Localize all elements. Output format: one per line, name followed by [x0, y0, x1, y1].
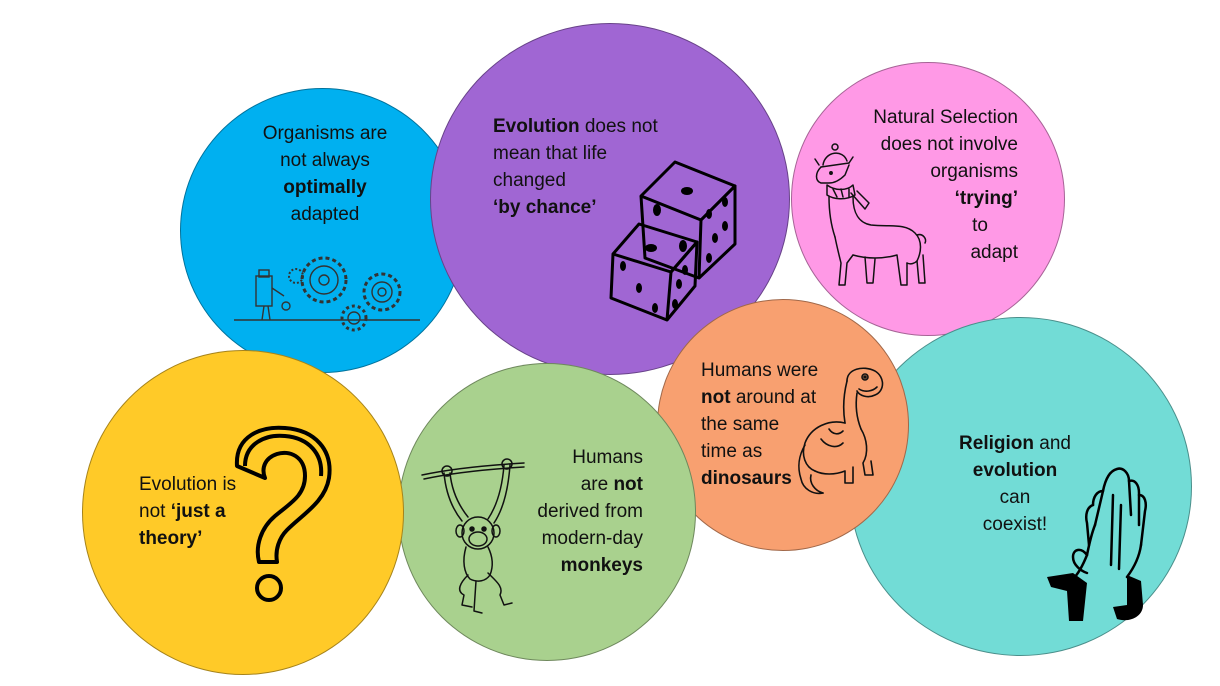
question-mark-icon — [234, 425, 332, 602]
dinosaur-icon — [798, 367, 884, 495]
praying-hands-icon — [1047, 467, 1147, 621]
dice-icon — [609, 160, 737, 322]
gears-and-robot-icon — [234, 256, 420, 332]
religion-text: Religion and evolution can coexist! — [959, 433, 1071, 535]
chance-text: Evolution does not mean that life change… — [493, 116, 658, 218]
monkey-icon — [421, 458, 525, 614]
optimal-text: Organisms are not always optimally adapt… — [262, 123, 388, 225]
theory-text: Evolution is not ‘just a theory’ — [139, 474, 237, 549]
bubble-dinosaurs — [657, 299, 909, 551]
llama-icon — [814, 143, 927, 286]
bubble-just-a-theory — [82, 350, 404, 675]
bubble-monkeys — [398, 363, 696, 661]
dinosaurs-text: Humans were not around at the same time … — [701, 360, 819, 489]
bubble-optimally-adapted — [180, 88, 465, 373]
monkeys-text: Humans are not derived from modern-day m… — [537, 447, 643, 576]
trying-text: Natural Selection does not involve organ… — [873, 107, 1018, 263]
